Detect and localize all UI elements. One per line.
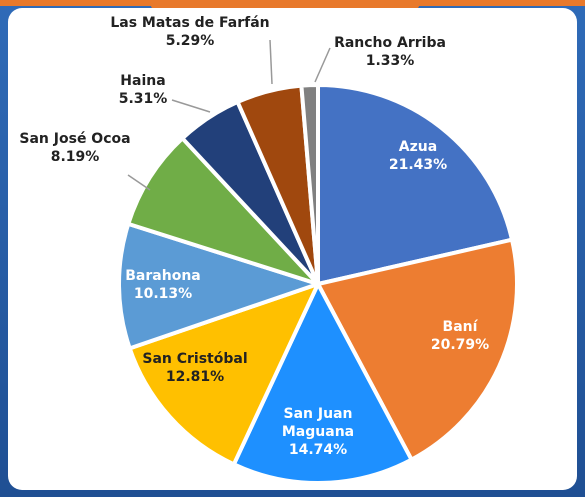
leader-line xyxy=(314,47,331,83)
slice-value: 5.29% xyxy=(165,33,215,49)
data-label: Azua 21.43% xyxy=(378,138,458,174)
pie-slice xyxy=(299,83,320,286)
slice-value: 20.79% xyxy=(430,337,490,353)
data-label: San Cristóbal 12.81% xyxy=(125,350,265,386)
slice-name: Rancho Arriba xyxy=(334,35,446,51)
slice-value: 14.74% xyxy=(288,442,348,458)
slice-value: 21.43% xyxy=(388,157,448,173)
slice-value: 8.19% xyxy=(50,149,100,165)
leader-line xyxy=(269,39,273,85)
data-label: Haina 5.31% xyxy=(103,72,183,108)
slice-name: Azua xyxy=(398,139,438,155)
slice-name: Baní xyxy=(442,319,478,335)
slice-name: San Cristóbal xyxy=(142,351,248,367)
data-label: San José Ocoa 8.19% xyxy=(5,130,145,166)
slice-value: 1.33% xyxy=(365,53,415,69)
slice-name: Barahona xyxy=(125,268,201,284)
pie-slice xyxy=(316,83,515,286)
leader-line xyxy=(171,99,211,113)
pie-slice xyxy=(127,282,320,467)
leader-line xyxy=(127,174,151,191)
slice-value: 12.81% xyxy=(165,369,225,385)
pie-slice xyxy=(316,237,519,462)
slice-value: 10.13% xyxy=(133,286,193,302)
slice-name: Las Matas de Farfán xyxy=(110,15,270,31)
slice-value: 5.31% xyxy=(118,91,168,107)
data-label: Baní 20.79% xyxy=(420,318,500,354)
slice-name: San José Ocoa xyxy=(19,131,131,147)
data-label: Rancho Arriba 1.33% xyxy=(320,34,460,70)
data-label: Las Matas de Farfán 5.29% xyxy=(90,14,290,50)
data-label: Barahona 10.13% xyxy=(118,267,208,303)
slice-name: Haina xyxy=(120,73,166,89)
pie-slice xyxy=(231,282,414,485)
pie-slice xyxy=(117,221,320,351)
data-label: San Juan Maguana 14.74% xyxy=(273,405,363,459)
slice-name: San Juan Maguana xyxy=(281,406,355,440)
